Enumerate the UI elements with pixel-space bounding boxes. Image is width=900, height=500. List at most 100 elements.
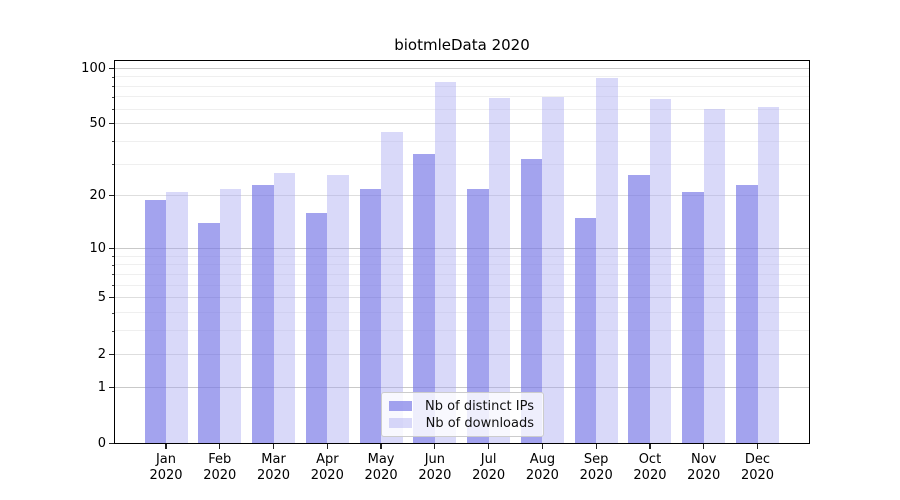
y-tick-minor-mark-40	[112, 141, 114, 143]
y-tick-minor-mark-6	[112, 285, 114, 287]
legend-item-distinct-ips: Nb of distinct IPs	[389, 398, 534, 414]
x-axis-tick-label-jan-2020: Jan 2020	[149, 452, 183, 483]
y-tick-mark-100	[109, 67, 114, 69]
bar-nb-of-distinct-ips-dec-2020	[736, 185, 758, 444]
x-tick-mark-apr-2020	[326, 444, 328, 449]
x-tick-mark-jun-2020	[434, 444, 436, 449]
x-tick-mark-sep-2020	[595, 444, 597, 449]
bar-nb-of-distinct-ips-jan-2020	[144, 199, 166, 444]
y-tick-minor-mark-30	[112, 164, 114, 166]
x-tick-mark-oct-2020	[649, 444, 651, 449]
x-axis-tick-label-dec-2020: Dec 2020	[740, 452, 775, 483]
y-axis-tick-label-10: 10	[89, 240, 106, 256]
grid-line-1	[115, 386, 809, 388]
y-axis-tick-label-5: 5	[97, 290, 106, 306]
y-tick-mark-1	[109, 386, 114, 388]
x-axis-tick-label-jul-2020: Jul 2020	[472, 452, 506, 483]
grid-line-5	[115, 297, 809, 299]
x-axis-tick-label-oct-2020: Oct 2020	[633, 452, 667, 483]
bar-nb-of-distinct-ips-apr-2020	[305, 213, 328, 444]
y-tick-mark-50	[109, 123, 114, 125]
legend-swatch-downloads	[389, 418, 412, 428]
bar-nb-of-downloads-dec-2020	[757, 106, 779, 444]
legend: Nb of distinct IPs Nb of downloads	[381, 392, 544, 437]
grid-line-minor-60	[115, 108, 809, 110]
grid-line-minor-90	[115, 76, 809, 78]
y-tick-mark-20	[109, 195, 114, 197]
y-tick-minor-mark-8	[112, 264, 114, 266]
grid-line-minor-3	[115, 330, 809, 332]
bar-nb-of-distinct-ips-feb-2020	[198, 223, 220, 444]
legend-label-distinct-ips: Nb of distinct IPs	[425, 398, 534, 414]
bar-nb-of-downloads-may-2020	[381, 132, 403, 444]
chart-title: biotmleData 2020	[394, 36, 530, 54]
x-tick-mark-jan-2020	[165, 444, 167, 449]
bar-nb-of-distinct-ips-nov-2020	[682, 192, 704, 444]
bar-nb-of-distinct-ips-mar-2020	[252, 185, 274, 444]
grid-line-minor-40	[115, 140, 809, 142]
y-tick-minor-mark-60	[112, 109, 114, 111]
bar-nb-of-downloads-jul-2020	[488, 97, 511, 444]
bar-nb-of-distinct-ips-oct-2020	[628, 175, 650, 444]
x-axis-tick-label-aug-2020: Aug 2020	[525, 452, 559, 483]
bar-nb-of-downloads-aug-2020	[542, 96, 564, 444]
y-axis-tick-label-1: 1	[97, 379, 106, 395]
y-tick-mark-2	[109, 353, 114, 355]
bar-nb-of-distinct-ips-sep-2020	[574, 218, 597, 444]
x-axis-tick-label-sep-2020: Sep 2020	[579, 452, 613, 483]
bar-nb-of-downloads-mar-2020	[273, 172, 296, 444]
x-axis-tick-label-mar-2020: Mar 2020	[256, 452, 291, 483]
y-tick-minor-mark-90	[112, 76, 114, 78]
y-axis-tick-label-100: 100	[81, 60, 106, 76]
grid-line-10	[115, 247, 809, 249]
x-tick-mark-dec-2020	[756, 444, 759, 449]
legend-item-downloads: Nb of downloads	[389, 415, 534, 431]
x-tick-mark-nov-2020	[703, 444, 705, 449]
y-axis-tick-label-2: 2	[97, 346, 106, 362]
bar-nb-of-downloads-jun-2020	[434, 82, 457, 444]
bar-nb-of-downloads-nov-2020	[703, 109, 726, 444]
bar-nb-of-downloads-oct-2020	[649, 99, 672, 444]
grid-line-50	[115, 123, 809, 125]
y-tick-minor-mark-4	[112, 312, 114, 314]
bar-nb-of-distinct-ips-aug-2020	[520, 159, 543, 444]
y-tick-mark-0	[109, 442, 114, 445]
y-axis-tick-label-20: 20	[89, 188, 106, 204]
x-tick-mark-jul-2020	[488, 444, 490, 449]
x-axis-tick-label-feb-2020: Feb 2020	[203, 452, 237, 483]
grid-line-minor-80	[115, 85, 809, 87]
bar-nb-of-downloads-jan-2020	[166, 192, 188, 444]
grid-line-minor-9	[115, 255, 809, 257]
y-tick-minor-mark-3	[112, 330, 114, 332]
grid-line-100	[115, 67, 809, 69]
x-axis-tick-label-apr-2020: Apr 2020	[310, 452, 344, 483]
x-axis-tick-label-jun-2020: Jun 2020	[418, 452, 452, 483]
y-tick-mark-5	[109, 297, 114, 299]
grid-line-minor-70	[115, 96, 809, 98]
y-tick-minor-mark-70	[112, 96, 114, 98]
y-tick-mark-10	[109, 247, 114, 250]
grid-line-20	[115, 195, 809, 197]
x-tick-mark-may-2020	[380, 444, 382, 449]
bar-nb-of-downloads-sep-2020	[596, 77, 618, 444]
bar-nb-of-distinct-ips-jun-2020	[413, 154, 435, 444]
bar-nb-of-downloads-apr-2020	[327, 175, 349, 444]
y-tick-minor-mark-80	[112, 86, 114, 88]
x-tick-mark-aug-2020	[541, 444, 543, 449]
grid-line-minor-4	[115, 312, 809, 314]
grid-line-minor-30	[115, 163, 809, 165]
x-axis-tick-label-nov-2020: Nov 2020	[687, 452, 721, 483]
y-tick-minor-mark-9	[112, 256, 114, 258]
grid-line-minor-7	[115, 273, 809, 275]
legend-swatch-distinct-ips	[389, 401, 412, 411]
bar-nb-of-distinct-ips-jul-2020	[467, 188, 489, 444]
y-axis-tick-label-0: 0	[97, 436, 106, 451]
bar-nb-of-distinct-ips-may-2020	[359, 188, 382, 444]
y-tick-minor-mark-7	[112, 274, 114, 276]
legend-label-downloads: Nb of downloads	[425, 415, 534, 431]
x-tick-mark-feb-2020	[219, 444, 221, 449]
grid-line-minor-8	[115, 264, 809, 266]
bar-nb-of-downloads-feb-2020	[219, 188, 242, 444]
x-axis-tick-label-may-2020: May 2020	[364, 452, 398, 483]
